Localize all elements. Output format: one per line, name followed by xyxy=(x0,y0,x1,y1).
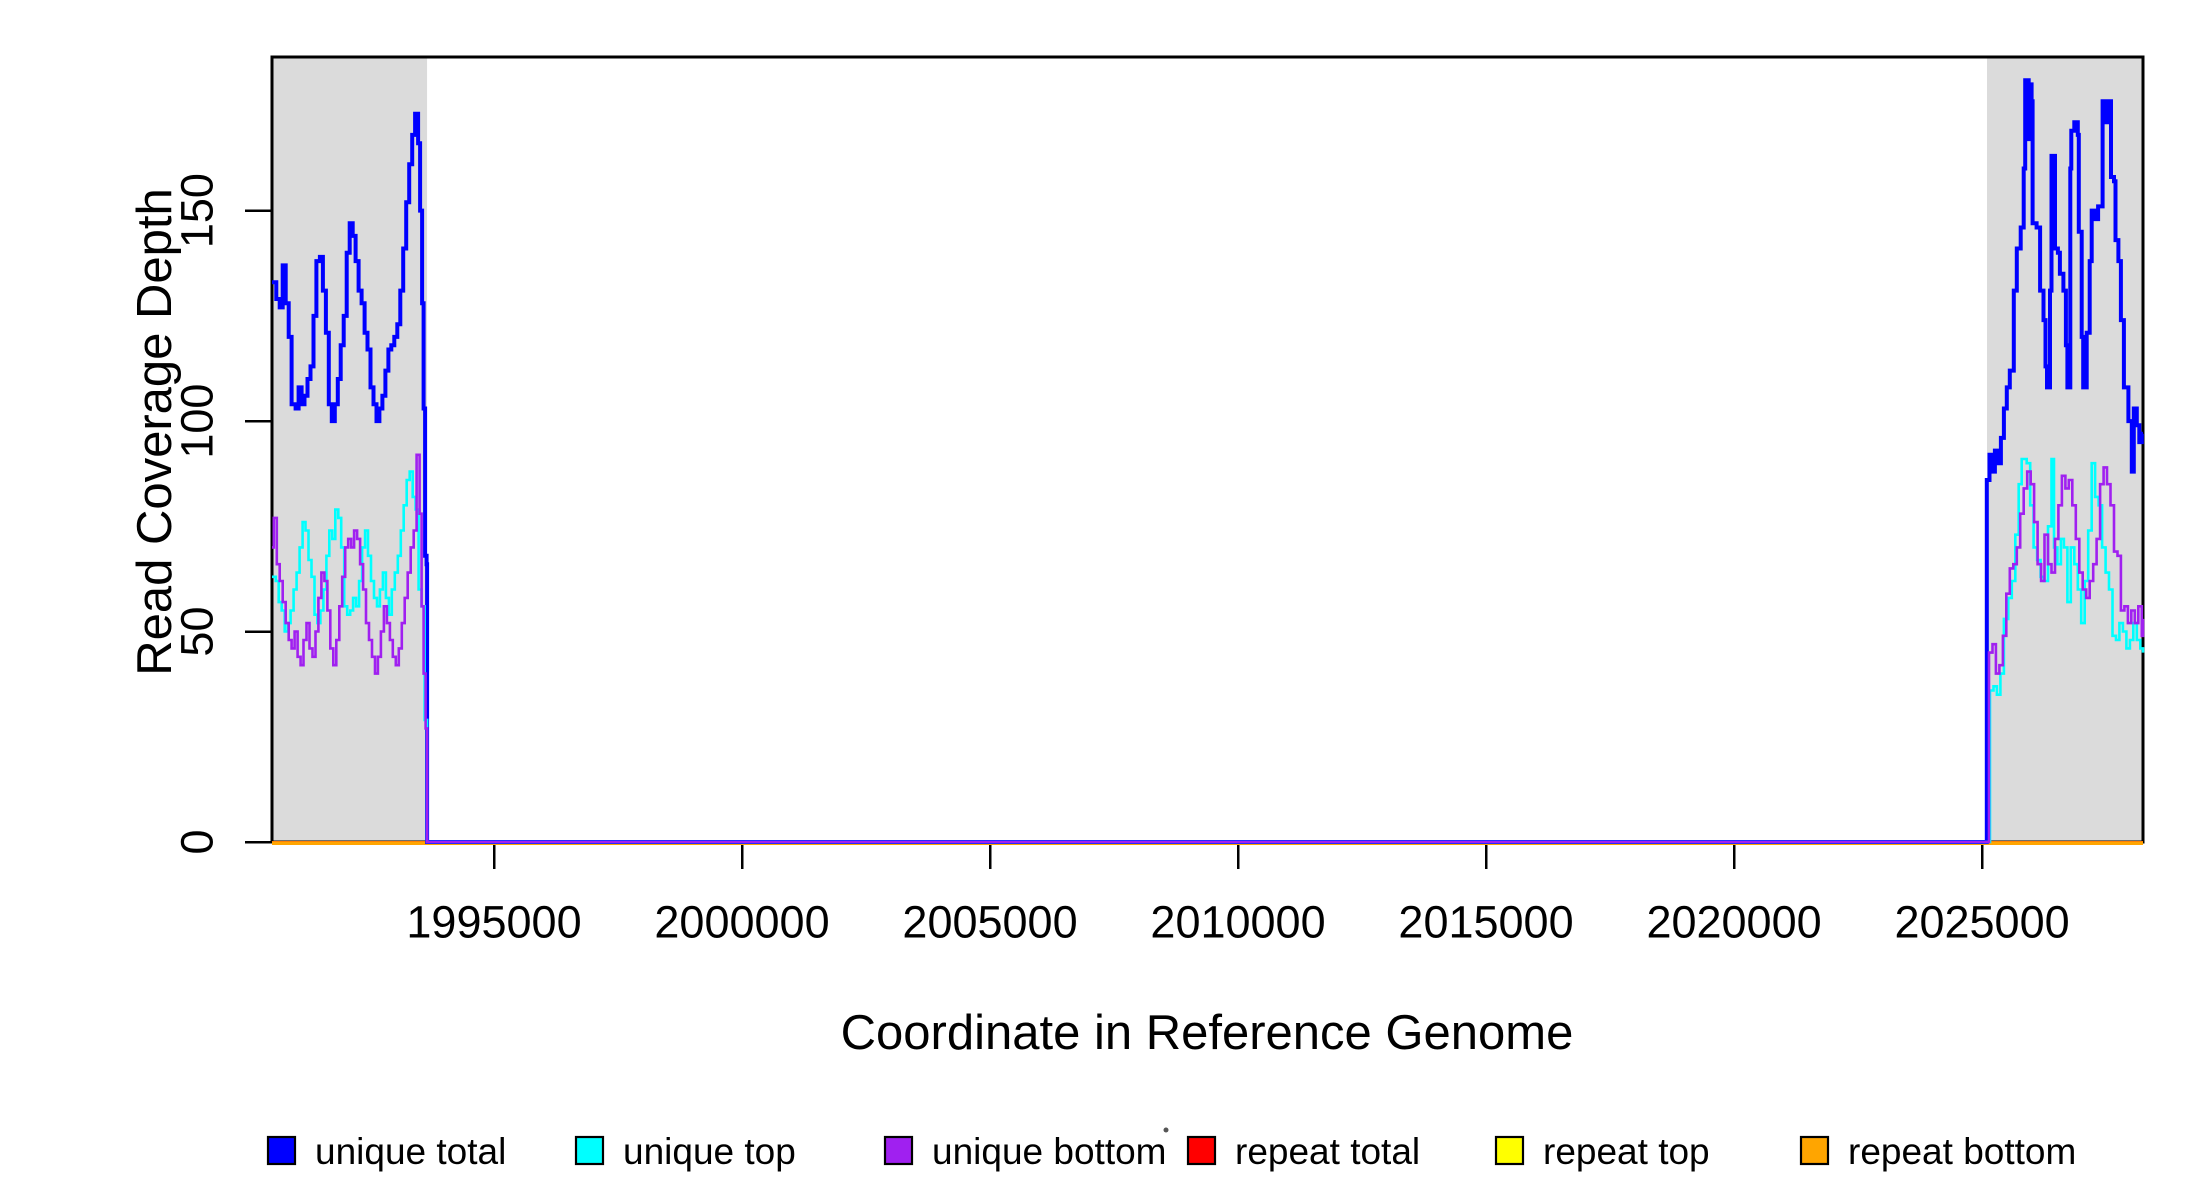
legend-swatch-repeat-total xyxy=(1186,1135,1217,1166)
highlight-bands xyxy=(272,57,2143,842)
x-tick-label: 2015000 xyxy=(1398,897,1573,948)
stray-dot xyxy=(1163,1127,1169,1133)
y-tick-label: 0 xyxy=(172,829,223,854)
legend-label: repeat bottom xyxy=(1848,1131,2076,1172)
x-tick-label: 1995000 xyxy=(406,897,581,948)
legend-swatch-unique-total xyxy=(266,1135,297,1166)
legend-label: unique total xyxy=(315,1131,506,1172)
series-unique-bottom-line xyxy=(272,453,2145,844)
y-tick-label: 150 xyxy=(172,173,223,248)
legend-label: repeat total xyxy=(1235,1131,1420,1172)
legend-item-unique-top: unique top xyxy=(574,1131,796,1172)
x-tick-label: 2005000 xyxy=(902,897,1077,948)
x-axis-title: Coordinate in Reference Genome xyxy=(841,1006,1574,1060)
x-tick-label: 2000000 xyxy=(654,897,829,948)
x-tick-label: 2010000 xyxy=(1150,897,1325,948)
legend-swatch-unique-bottom xyxy=(883,1135,914,1166)
plot-border xyxy=(270,55,2145,844)
legend-swatch-unique-top xyxy=(574,1135,605,1166)
legend-item-unique-bottom: unique bottom xyxy=(883,1131,1167,1172)
legend-item-repeat-bottom: repeat bottom xyxy=(1799,1131,2076,1172)
legend-item-unique-total: unique total xyxy=(266,1131,506,1172)
legend-item-repeat-top: repeat top xyxy=(1494,1131,1710,1172)
highlight-band-left-repeat-flank xyxy=(272,57,428,842)
legend-swatch-repeat-top xyxy=(1494,1135,1525,1166)
legend-label: repeat top xyxy=(1543,1131,1710,1172)
series-unique-top-line xyxy=(272,457,2145,844)
legend: unique total unique top unique bottom repea… xyxy=(266,1131,2076,1172)
series-lines xyxy=(272,78,2145,845)
y-tick-label: 100 xyxy=(172,384,223,459)
legend-label: unique bottom xyxy=(932,1131,1167,1172)
legend-label: unique top xyxy=(623,1131,796,1172)
x-tick-label: 2025000 xyxy=(1894,897,2069,948)
y-tick-label: 50 xyxy=(172,607,223,657)
highlight-band-right-repeat-flank xyxy=(1987,57,2143,842)
y-axis-title: Read Coverage Depth xyxy=(128,188,182,676)
axes: 1995000 2000000 2005000 2010000 2015000 20200… xyxy=(172,173,2070,947)
series-unique-total-line xyxy=(272,78,2144,844)
x-tick-label: 2020000 xyxy=(1646,897,1821,948)
legend-item-repeat-total: repeat total xyxy=(1186,1131,1420,1172)
plot-frame xyxy=(270,55,2145,844)
legend-swatch-repeat-bottom xyxy=(1799,1135,1830,1166)
